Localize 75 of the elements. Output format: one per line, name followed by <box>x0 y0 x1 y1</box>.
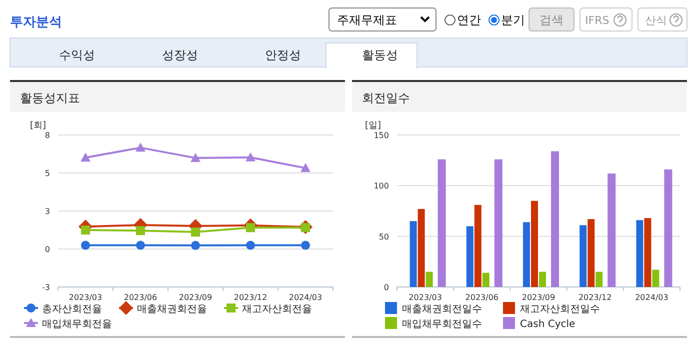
y-tick-label: 150 <box>374 131 389 140</box>
y-tick-label: 5 <box>44 169 50 178</box>
x-tick-label: 2023/09 <box>178 293 212 302</box>
text: 주재무제표 <box>337 13 397 27</box>
x-tick-label: 2024/03 <box>288 293 322 302</box>
point <box>136 142 146 152</box>
text: IFRS <box>585 14 610 27</box>
text: 안정성 <box>265 48 301 62</box>
chart-title: 활동성지표 <box>20 91 80 105</box>
bar <box>523 222 530 287</box>
bar <box>664 169 672 287</box>
chart-title: 회전일수 <box>362 91 410 105</box>
bar <box>539 272 546 287</box>
bar <box>588 219 595 287</box>
legend-label: 매출채권회전율 <box>137 304 207 315</box>
point <box>246 152 256 162</box>
legend-label: 재고자산회전율 <box>242 304 312 315</box>
bar <box>596 272 603 287</box>
point <box>246 240 255 250</box>
legend-label: Cash Cycle <box>520 319 576 330</box>
point <box>81 226 90 235</box>
text: 산식 <box>645 14 667 27</box>
bar <box>636 220 644 287</box>
y-tick-label: -3 <box>42 283 50 292</box>
x-tick-label: 2023/03 <box>68 293 102 302</box>
bar <box>580 225 587 287</box>
x-tick-label: 2023/06 <box>465 293 499 302</box>
point <box>191 228 200 237</box>
bar <box>644 218 652 287</box>
y-tick-label: 0 <box>44 244 50 254</box>
point <box>191 240 200 250</box>
point <box>300 163 310 172</box>
bar <box>608 174 616 287</box>
legend-label: 매입채무회전일수 <box>402 319 482 330</box>
bar <box>438 159 446 287</box>
x-tick-label: 2023/03 <box>408 293 442 302</box>
y-axis-title: [회] <box>30 121 46 131</box>
legend-label: 총자산회전율 <box>42 304 102 315</box>
legend-label: 매출채권회전일수 <box>402 304 482 315</box>
text: 투자분석 <box>10 15 62 30</box>
bar <box>482 272 490 287</box>
bar <box>551 151 559 287</box>
y-axis-title: [일] <box>365 121 382 131</box>
legend-label: 매입채무회전율 <box>42 319 112 330</box>
bar <box>418 208 425 287</box>
bar <box>652 270 660 287</box>
text: 검색 <box>540 13 564 27</box>
point <box>81 240 90 250</box>
point <box>136 226 145 236</box>
x-tick-label: 2024/03 <box>635 293 668 302</box>
text: 연간 <box>457 13 481 27</box>
bar <box>531 200 538 287</box>
legend-label: 재고자산회전일수 <box>520 304 600 315</box>
point <box>136 240 145 250</box>
x-tick-label: 2023/12 <box>578 293 612 302</box>
x-tick-label: 2023/12 <box>234 293 268 302</box>
y-tick-label: 0 <box>384 283 389 292</box>
text: 분기 <box>501 13 525 27</box>
point <box>301 240 310 250</box>
x-tick-label: 2023/09 <box>522 293 556 302</box>
text: 성장성 <box>162 48 198 62</box>
point <box>80 152 90 162</box>
y-tick-label: 50 <box>378 232 389 242</box>
x-tick-label: 2023/06 <box>124 293 158 302</box>
y-tick-label: 100 <box>374 182 389 191</box>
bar <box>466 226 474 287</box>
y-tick-label: 3 <box>44 206 50 216</box>
bar <box>494 159 502 287</box>
text: 수익성 <box>59 48 95 62</box>
bar <box>426 272 433 287</box>
y-tick-label: 8 <box>44 131 50 140</box>
bar <box>474 204 482 287</box>
point <box>190 152 200 162</box>
bar <box>410 221 417 287</box>
text: 활동성 <box>362 48 398 62</box>
